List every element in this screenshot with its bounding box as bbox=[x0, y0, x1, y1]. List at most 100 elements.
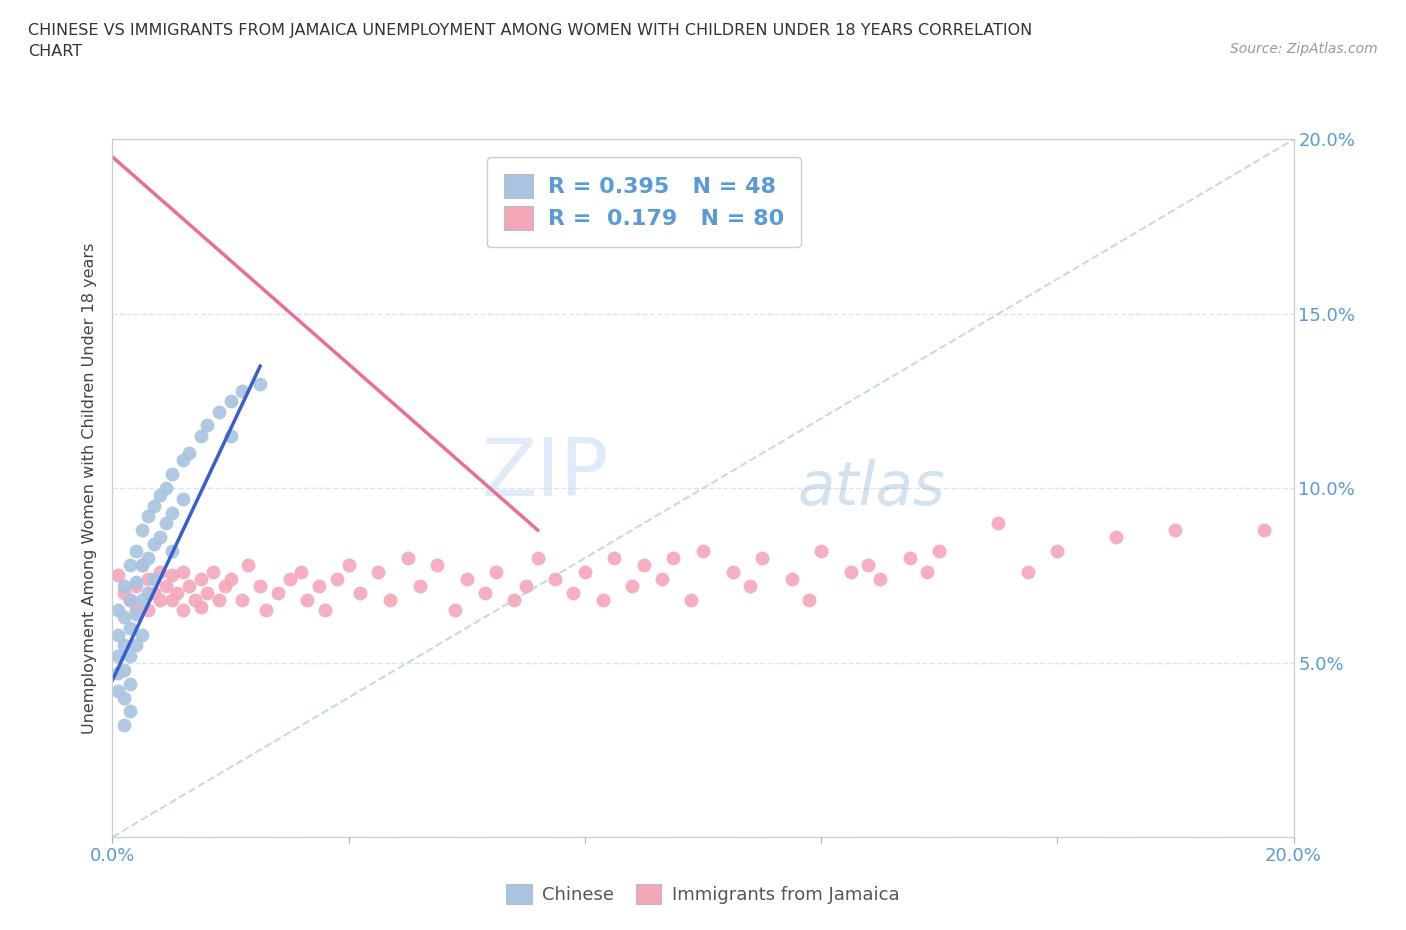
Point bbox=[231, 592, 253, 607]
Point bbox=[120, 620, 142, 635]
Point bbox=[155, 515, 177, 530]
Point bbox=[112, 718, 135, 733]
Point bbox=[136, 551, 159, 565]
Point bbox=[179, 578, 201, 593]
Point bbox=[651, 571, 673, 587]
Point bbox=[120, 592, 142, 607]
Point bbox=[131, 558, 153, 573]
Point bbox=[278, 571, 301, 587]
Point bbox=[131, 592, 153, 607]
Point bbox=[112, 578, 135, 593]
Point bbox=[1046, 543, 1069, 558]
Point bbox=[120, 648, 142, 663]
Point bbox=[544, 571, 567, 587]
Point bbox=[326, 571, 349, 587]
Point bbox=[149, 488, 172, 503]
Point bbox=[160, 568, 183, 583]
Point bbox=[136, 603, 159, 618]
Point bbox=[692, 543, 714, 558]
Point bbox=[515, 578, 537, 593]
Point bbox=[107, 666, 129, 681]
Point bbox=[160, 543, 183, 558]
Point bbox=[662, 551, 685, 565]
Point bbox=[562, 586, 585, 601]
Point bbox=[125, 578, 148, 593]
Legend: Chinese, Immigrants from Jamaica: Chinese, Immigrants from Jamaica bbox=[499, 876, 907, 911]
Point bbox=[112, 610, 135, 625]
Point bbox=[155, 578, 177, 593]
Point bbox=[112, 638, 135, 653]
Point bbox=[131, 558, 153, 573]
Point bbox=[107, 683, 129, 698]
Point bbox=[195, 586, 218, 601]
Point bbox=[166, 586, 188, 601]
Point bbox=[219, 393, 242, 408]
Point bbox=[485, 565, 508, 579]
Point bbox=[107, 648, 129, 663]
Point bbox=[125, 575, 148, 590]
Point bbox=[367, 565, 389, 579]
Point bbox=[780, 571, 803, 587]
Text: ZIP: ZIP bbox=[481, 435, 609, 513]
Point bbox=[337, 558, 360, 573]
Y-axis label: Unemployment Among Women with Children Under 18 years: Unemployment Among Women with Children U… bbox=[82, 243, 97, 734]
Point bbox=[526, 551, 548, 565]
Point bbox=[314, 603, 336, 618]
Point bbox=[160, 592, 183, 607]
Point bbox=[219, 429, 242, 444]
Point bbox=[142, 537, 165, 551]
Point bbox=[107, 603, 129, 618]
Point bbox=[172, 565, 194, 579]
Point bbox=[721, 565, 744, 579]
Point bbox=[201, 565, 224, 579]
Point bbox=[125, 603, 148, 618]
Point bbox=[858, 558, 880, 573]
Point bbox=[131, 523, 153, 538]
Point bbox=[238, 558, 260, 573]
Point bbox=[149, 565, 172, 579]
Point bbox=[125, 543, 148, 558]
Point bbox=[474, 586, 496, 601]
Point bbox=[131, 628, 153, 643]
Point bbox=[308, 578, 330, 593]
Point bbox=[136, 509, 159, 524]
Point bbox=[219, 571, 242, 587]
Point bbox=[160, 505, 183, 520]
Point bbox=[898, 551, 921, 565]
Point bbox=[190, 600, 212, 615]
Point bbox=[249, 377, 271, 392]
Point bbox=[297, 592, 319, 607]
Point bbox=[208, 405, 231, 419]
Point bbox=[149, 530, 172, 545]
Point bbox=[184, 592, 207, 607]
Point bbox=[349, 586, 371, 601]
Point bbox=[125, 606, 148, 621]
Point bbox=[190, 429, 212, 444]
Point bbox=[987, 515, 1010, 530]
Point bbox=[267, 586, 290, 601]
Point bbox=[142, 571, 165, 587]
Point bbox=[426, 558, 449, 573]
Point bbox=[928, 543, 950, 558]
Point bbox=[142, 586, 165, 601]
Point bbox=[633, 558, 655, 573]
Point bbox=[869, 571, 891, 587]
Point bbox=[799, 592, 821, 607]
Point bbox=[107, 628, 129, 643]
Point bbox=[214, 578, 236, 593]
Point bbox=[751, 551, 773, 565]
Point bbox=[195, 418, 218, 433]
Point bbox=[179, 446, 201, 461]
Point bbox=[574, 565, 596, 579]
Point bbox=[1164, 523, 1187, 538]
Point bbox=[740, 578, 762, 593]
Point bbox=[136, 571, 159, 587]
Point bbox=[917, 565, 939, 579]
Point bbox=[120, 704, 142, 719]
Point bbox=[125, 638, 148, 653]
Point bbox=[444, 603, 467, 618]
Text: Source: ZipAtlas.com: Source: ZipAtlas.com bbox=[1230, 42, 1378, 56]
Point bbox=[142, 498, 165, 513]
Point bbox=[254, 603, 277, 618]
Point bbox=[190, 571, 212, 587]
